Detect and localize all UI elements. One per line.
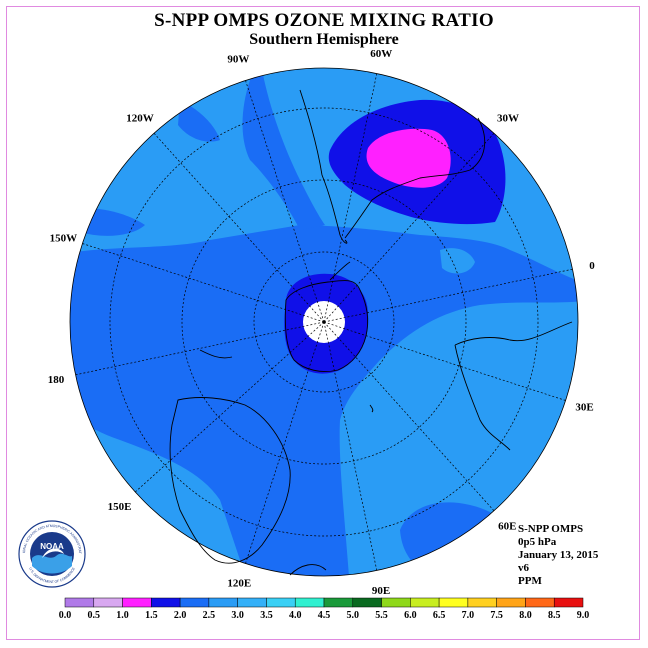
map-boundary <box>69 67 579 577</box>
coast-australia <box>169 397 291 564</box>
page-frame <box>6 6 640 640</box>
longitude-label: 60E <box>498 521 516 533</box>
field-level-2-5-patch <box>178 100 220 142</box>
longitude-label: 150W <box>50 232 78 244</box>
longitude-label: 180 <box>48 374 65 386</box>
longitude-label: 120W <box>126 113 154 125</box>
noaa-logo: NOAA NATIONAL OCEANIC AND ATMOSPHERIC AD… <box>18 520 86 588</box>
longitude-label: 90E <box>372 585 390 597</box>
logo-wave <box>32 553 72 574</box>
longitude-labels: 90W 60W 30W 0 30E 60E 90E 120E 150E 180 150W 120W <box>48 48 596 597</box>
chart-title: S-NPP OMPS OZONE MIXING RATIO <box>154 10 494 31</box>
coast-south-america-west <box>299 89 348 244</box>
longitude-label: 30W <box>497 113 519 125</box>
info-units: PPM <box>518 575 542 587</box>
coast-island <box>369 404 374 413</box>
longitude-label: 90W <box>227 54 249 66</box>
coast-antarctica <box>284 280 369 372</box>
longitude-label: 0 <box>589 260 595 272</box>
info-block: S-NPP OMPS 0p5 hPa January 13, 2015 v6 P… <box>518 523 598 588</box>
lat-circle-30 <box>109 107 539 537</box>
field-level-1-5-core <box>366 128 451 188</box>
lat-circle-70 <box>253 251 395 393</box>
info-date: January 13, 2015 <box>518 549 599 561</box>
longitude-label: 30E <box>575 402 593 414</box>
coast-south-america-east <box>344 117 486 239</box>
info-level: 0p5 hPa <box>518 536 557 548</box>
field-level-2-5-south <box>400 502 520 576</box>
info-version: v6 <box>518 562 529 574</box>
info-instrument: S-NPP OMPS <box>518 523 584 535</box>
logo-text: NOAA <box>40 542 64 551</box>
field-level-2-5-north <box>242 70 325 230</box>
coast-africa-east <box>454 344 511 451</box>
logo-bird <box>42 548 64 558</box>
longitude-label: 60W <box>370 48 392 60</box>
coast-africa-south <box>454 321 573 346</box>
longitude-label: 150E <box>108 501 132 513</box>
longitude-label: 120E <box>227 578 251 590</box>
coast-antarctic-peninsula <box>329 261 351 281</box>
coastlines <box>169 89 573 576</box>
coast-southeast-asia <box>289 564 327 576</box>
coast-new-zealand <box>199 349 233 359</box>
ozone-field <box>70 68 578 576</box>
field-level-2-5-main <box>70 225 578 576</box>
chart-subtitle: Southern Hemisphere <box>249 31 399 48</box>
